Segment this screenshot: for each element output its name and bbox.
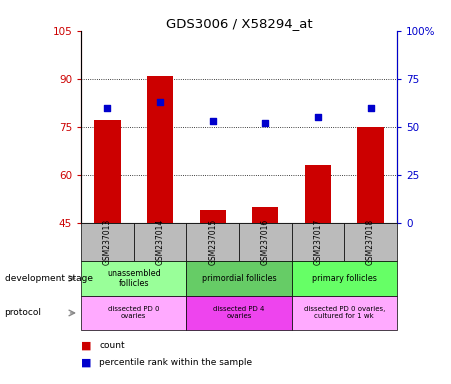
Bar: [199, 210, 226, 223]
Text: percentile rank within the sample: percentile rank within the sample: [99, 358, 253, 367]
Text: primary follicles: primary follicles: [312, 274, 377, 283]
Text: dissected PD 0 ovaries,
cultured for 1 wk: dissected PD 0 ovaries, cultured for 1 w…: [304, 306, 385, 319]
Text: GSM237017: GSM237017: [313, 219, 322, 265]
Text: protocol: protocol: [5, 308, 41, 318]
Point: [314, 114, 322, 120]
Text: GSM237016: GSM237016: [261, 219, 270, 265]
Bar: [357, 127, 384, 223]
Text: GSM237013: GSM237013: [103, 219, 112, 265]
Text: GSM237014: GSM237014: [156, 219, 165, 265]
Bar: [252, 207, 278, 223]
Text: GSM237015: GSM237015: [208, 219, 217, 265]
Text: unassembled
follicles: unassembled follicles: [107, 269, 161, 288]
Text: dissected PD 0
ovaries: dissected PD 0 ovaries: [108, 306, 160, 319]
Text: GSM237018: GSM237018: [366, 219, 375, 265]
Bar: [305, 165, 331, 223]
Text: count: count: [99, 341, 125, 350]
Text: dissected PD 4
ovaries: dissected PD 4 ovaries: [213, 306, 265, 319]
Text: development stage: development stage: [5, 274, 92, 283]
Title: GDS3006 / X58294_at: GDS3006 / X58294_at: [166, 17, 313, 30]
Point: [104, 104, 111, 111]
Text: ■: ■: [81, 358, 92, 368]
Text: ■: ■: [81, 341, 92, 351]
Point: [367, 104, 374, 111]
Text: primordial follicles: primordial follicles: [202, 274, 276, 283]
Bar: [94, 120, 120, 223]
Point: [156, 99, 164, 105]
Bar: [147, 76, 173, 223]
Point: [262, 120, 269, 126]
Point: [209, 118, 216, 124]
